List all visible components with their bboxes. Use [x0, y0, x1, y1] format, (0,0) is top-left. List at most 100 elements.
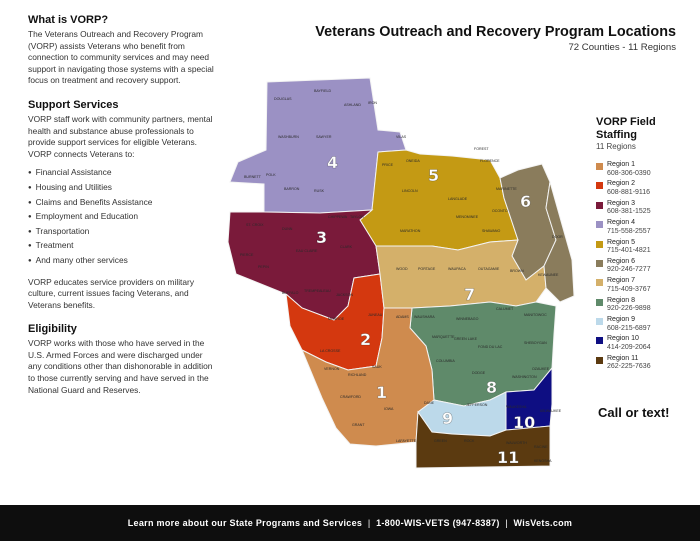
legend-entry: Region 5 715-401-4821: [607, 239, 651, 256]
legend-region-phone[interactable]: 262-225-7636: [607, 363, 651, 371]
support-closing: VORP educates service providers on milit…: [28, 276, 195, 310]
county-label: WASHINGTON: [512, 375, 537, 379]
call-or-text: Call or text!: [598, 405, 670, 420]
region-3-label: 3: [316, 228, 327, 247]
info-column: What is VORP? The Veterans Outreach and …: [28, 14, 216, 408]
county-label: SHAWANO: [482, 229, 501, 233]
legend-region-phone[interactable]: 608-881-9116: [607, 188, 651, 196]
support-section: Support Services VORP staff work with co…: [28, 99, 216, 311]
legend-region-label: Region 5: [607, 238, 636, 246]
legend-row: Region 6 920-246-7277: [596, 258, 696, 275]
county-label: CALUMET: [496, 307, 514, 311]
map-title: Veterans Outreach and Recovery Program L…: [315, 24, 676, 40]
footer-bar: Learn more about our State Programs and …: [0, 505, 700, 541]
about-text: The Veterans Outreach and Recovery Progr…: [28, 29, 214, 86]
legend-region-phone[interactable]: 414-209-2064: [607, 343, 651, 351]
legend-region-label: Region 11: [607, 354, 639, 362]
legend-region-phone[interactable]: 920-226-9898: [607, 305, 651, 313]
service-item: Claims and Benefits Assistance: [28, 196, 216, 211]
legend-region-phone[interactable]: 608-306-0390: [607, 169, 651, 177]
region-1-area[interactable]: [301, 307, 435, 447]
county-label: LA CROSSE: [320, 349, 341, 353]
county-label: MILWAUKEE: [540, 409, 562, 413]
legend-swatch: [596, 182, 603, 190]
region-1-label: 1: [376, 383, 387, 402]
legend-subtitle: 11 Regions: [596, 142, 636, 151]
legend-row: Region 11 262-225-7636: [596, 355, 696, 372]
county-label: MARINETTE: [496, 187, 517, 191]
wisconsin-regions-map: 1 2 3 4 5 6 7 8 9 10 11 DOUGLAS BAYFIELD A…: [227, 77, 575, 469]
legend-row: Region 7 715-409-3767: [596, 277, 696, 294]
county-label: RACINE: [534, 445, 548, 449]
legend-region-phone[interactable]: 715-409-3767: [607, 285, 651, 293]
legend-swatch: [596, 318, 603, 325]
region-6-label: 6: [520, 192, 531, 211]
legend-entry: Region 6 920-246-7277: [607, 258, 651, 275]
legend-entry: Region 9 608-215-6897: [607, 316, 651, 333]
county-label: JUNEAU: [368, 313, 383, 317]
legend-row: Region 9 608-215-6897: [596, 316, 696, 333]
county-label: IRON: [368, 101, 377, 105]
legend-entry: Region 10 414-209-2064: [607, 335, 651, 352]
region-7-label: 7: [464, 285, 475, 304]
footer-phone[interactable]: 1-800-WIS-VETS (947-8387): [376, 518, 500, 528]
county-label: TAYLOR: [350, 215, 364, 219]
service-item: And many other services: [28, 254, 216, 269]
county-label: DUNN: [282, 227, 293, 231]
county-label: GREEN LAKE: [454, 337, 478, 341]
county-labels: DOUGLAS BAYFIELD ASHLAND IRON VILAS FOREST FLO…: [240, 89, 563, 463]
legend-region-phone[interactable]: 608-381-1525: [607, 208, 651, 216]
county-label: VERNON: [324, 367, 340, 371]
eligibility-title: Eligibility: [28, 323, 77, 336]
county-label: COLUMBIA: [436, 359, 455, 363]
legend-entry: Region 1 608-306-0390: [607, 161, 651, 178]
door-peninsula: [543, 181, 575, 303]
legend-row: Region 1 608-306-0390: [596, 161, 696, 178]
legend-row: Region 4 715-558-2557: [596, 219, 696, 236]
service-item: Financial Assistance: [28, 166, 216, 181]
legend-region-label: Region 7: [607, 277, 636, 285]
legend-region-phone[interactable]: 715-401-4821: [607, 247, 651, 255]
legend-region-label: Region 3: [607, 199, 636, 207]
county-label: DOUGLAS: [274, 97, 292, 101]
service-item: Housing and Utilities: [28, 181, 216, 196]
county-label: SAWYER: [316, 135, 332, 139]
footer-site[interactable]: WisVets.com: [513, 518, 573, 528]
county-label: VILAS: [396, 135, 407, 139]
county-label: PIERCE: [240, 253, 254, 257]
legend-swatch: [596, 259, 603, 267]
county-label: WAUPACA: [448, 267, 466, 271]
county-label: CLARK: [340, 245, 353, 249]
legend-region-phone[interactable]: 920-246-7277: [607, 266, 651, 274]
legend-region-label: Region 10: [607, 335, 639, 343]
footer-lead: Learn more about our State Programs and …: [127, 518, 363, 528]
county-label: MARATHON: [400, 229, 421, 233]
county-label: RICHLAND: [348, 373, 367, 377]
service-item: Treatment: [28, 239, 216, 254]
county-label: OUTAGAMIE: [478, 267, 500, 271]
legend-entry: Region 3 608-381-1525: [607, 200, 651, 217]
region-10-label: 10: [513, 413, 535, 432]
eligibility-section: Eligibility VORP works with those who ha…: [28, 323, 216, 396]
county-label: PRICE: [382, 163, 394, 167]
footer-sep: |: [365, 518, 377, 528]
county-label: RUSK: [314, 189, 325, 193]
legend-swatch: [596, 279, 603, 287]
county-label: BUFFALO: [282, 291, 299, 295]
support-text: VORP staff work with community partners,…: [28, 113, 213, 159]
county-label: DOOR: [552, 235, 563, 239]
legend-region-phone[interactable]: 608-215-6897: [607, 324, 651, 332]
county-label: KEWAUNEE: [538, 273, 559, 277]
legend-region-phone[interactable]: 715-558-2557: [607, 227, 651, 235]
county-label: WAUSHARA: [414, 315, 435, 319]
map-subtitle: 72 Counties - 11 Regions: [568, 42, 676, 53]
county-label: KENOSHA: [534, 459, 552, 463]
county-label: SHEBOYGAN: [524, 341, 547, 345]
county-label: MENOMINEE: [456, 215, 479, 219]
county-label: POLK: [266, 173, 276, 177]
region-11-area[interactable]: [415, 410, 551, 469]
county-label: CRAWFORD: [340, 395, 361, 399]
county-label: BROWN: [510, 269, 524, 273]
county-label: GREEN: [434, 439, 447, 443]
